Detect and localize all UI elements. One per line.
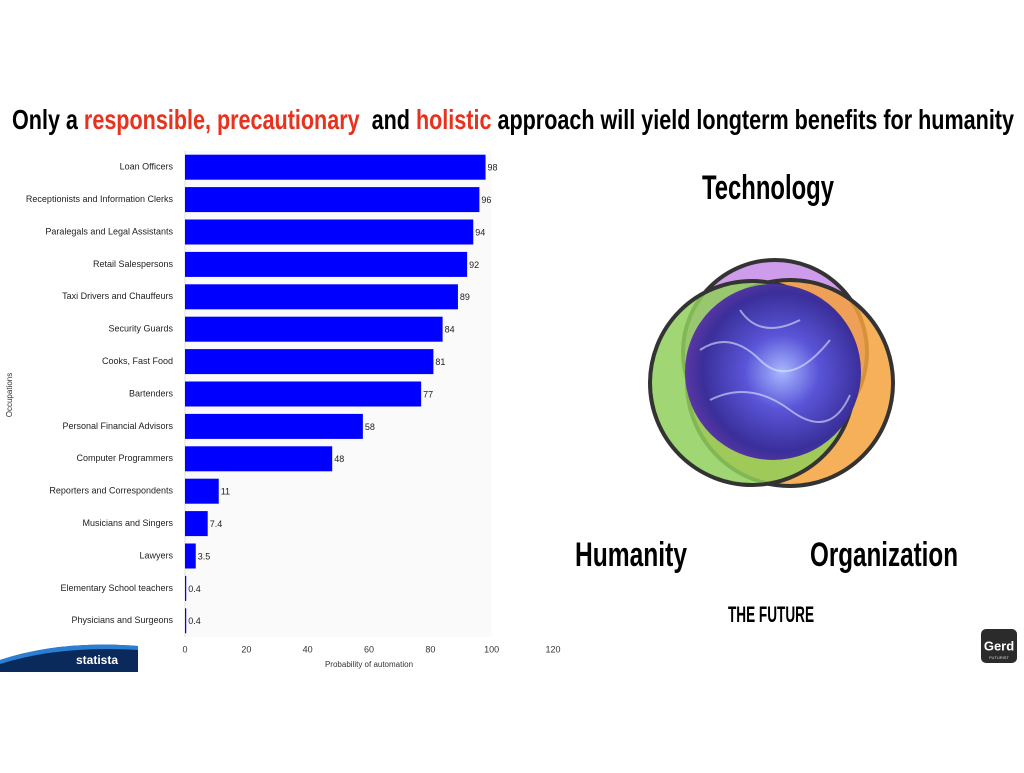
y-tick-label: Paralegals and Legal Assistants <box>45 226 173 236</box>
title-part: and <box>360 104 416 135</box>
y-tick-label: Security Guards <box>108 324 173 334</box>
y-tick-label: Taxi Drivers and Chauffeurs <box>62 291 173 301</box>
slide-title: Only a responsible, precautionary and ho… <box>12 104 1014 135</box>
x-tick-label: 20 <box>241 644 251 654</box>
y-tick-label: Loan Officers <box>120 162 174 172</box>
value-label: 11 <box>221 487 230 497</box>
y-axis-label: Occupations <box>5 373 14 417</box>
y-tick-label: Physicians and Surgeons <box>71 615 173 625</box>
venn-label-left: Humanity <box>575 536 687 574</box>
bar <box>185 316 443 342</box>
y-tick-label: Elementary School teachers <box>60 583 173 593</box>
bar <box>185 478 219 504</box>
bar <box>185 446 333 472</box>
value-label: 84 <box>445 325 455 335</box>
bar <box>185 349 434 375</box>
y-tick-label: Cooks, Fast Food <box>102 356 173 366</box>
y-tick-label: Retail Salespersons <box>93 259 174 269</box>
value-label: 0.4 <box>188 584 201 594</box>
y-tick-label: Receptionists and Information Clerks <box>26 194 174 204</box>
venn-label-top: Technology <box>702 169 834 207</box>
value-label: 77 <box>423 389 433 399</box>
x-tick-label: 60 <box>364 644 374 654</box>
title-part: responsible, precautionary <box>84 104 360 135</box>
value-label: 89 <box>460 292 470 302</box>
title-part: Only a <box>12 104 84 135</box>
venn-caption: THE FUTURE <box>728 602 814 627</box>
value-label: 48 <box>334 454 344 464</box>
bar <box>185 219 474 245</box>
title-part: approach will yield longterm benefits fo… <box>491 104 1014 135</box>
source-logo-swoosh <box>0 644 138 664</box>
venn-center-texture <box>699 309 851 423</box>
bar <box>185 284 458 310</box>
value-label: 81 <box>435 357 445 367</box>
bar <box>185 608 187 634</box>
value-label: 92 <box>469 260 479 270</box>
brand-logo-box <box>981 629 1017 663</box>
x-tick-label: 100 <box>484 644 499 654</box>
source-logo: statista <box>76 653 118 667</box>
bar <box>185 543 196 569</box>
value-label: 3.5 <box>198 551 211 561</box>
value-label: 58 <box>365 422 375 432</box>
y-tick-label: Musicians and Singers <box>82 518 173 528</box>
y-tick-label: Reporters and Correspondents <box>49 486 173 496</box>
x-tick-label: 120 <box>545 644 560 654</box>
bar <box>185 251 468 277</box>
bar <box>185 511 208 537</box>
x-tick-label: 40 <box>303 644 313 654</box>
y-tick-label: Personal Financial Advisors <box>62 421 173 431</box>
bar <box>185 575 187 601</box>
value-label: 0.4 <box>188 616 201 626</box>
value-label: 7.4 <box>210 519 223 529</box>
y-tick-label: Lawyers <box>139 550 173 560</box>
value-label: 96 <box>481 195 491 205</box>
y-tick-label: Bartenders <box>129 388 174 398</box>
brand-tagline: FUTURIST <box>989 655 1009 660</box>
venn-diagram <box>648 258 895 488</box>
bar <box>185 187 480 213</box>
x-axis-label: Probability of automation <box>325 660 413 669</box>
title-part: holistic <box>416 104 492 135</box>
value-label: 98 <box>488 163 498 173</box>
y-tick-label: Computer Programmers <box>76 453 173 463</box>
x-tick-label: 0 <box>182 644 187 654</box>
bar <box>185 154 486 180</box>
bar <box>185 381 422 407</box>
venn-center-image <box>685 284 861 460</box>
x-tick-label: 80 <box>425 644 435 654</box>
bar <box>185 413 363 439</box>
brand-logo: Gerd <box>984 638 1014 653</box>
value-label: 94 <box>475 227 485 237</box>
venn-label-right: Organization <box>810 536 958 574</box>
